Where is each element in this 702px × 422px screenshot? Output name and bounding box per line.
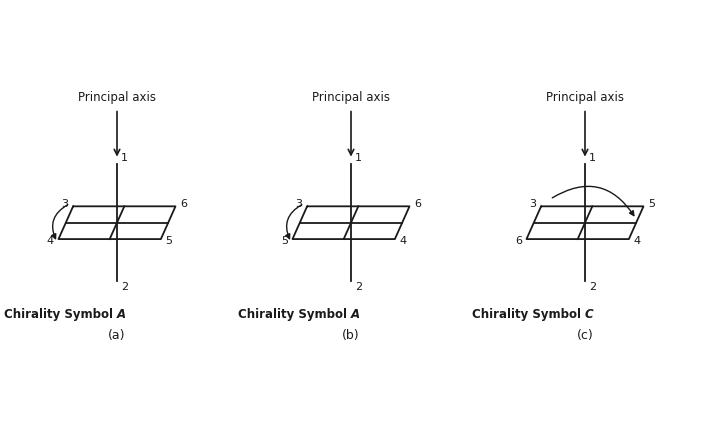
Text: 3: 3 (62, 199, 68, 209)
Text: 5: 5 (166, 236, 173, 246)
Text: 4: 4 (399, 236, 406, 246)
Text: 6: 6 (515, 236, 522, 246)
Text: 4: 4 (633, 236, 641, 246)
Text: (b): (b) (342, 329, 360, 342)
FancyArrowPatch shape (552, 187, 634, 216)
Text: Chirality Symbol: Chirality Symbol (4, 308, 117, 321)
Text: 6: 6 (414, 199, 421, 209)
Text: 2: 2 (121, 282, 128, 292)
Text: 1: 1 (355, 153, 362, 163)
Text: Principal axis: Principal axis (312, 91, 390, 104)
Text: A: A (117, 308, 126, 321)
Text: Principal axis: Principal axis (78, 91, 156, 104)
FancyArrowPatch shape (286, 205, 302, 239)
FancyArrowPatch shape (52, 205, 68, 239)
Text: Chirality Symbol: Chirality Symbol (472, 308, 585, 321)
Text: 1: 1 (121, 153, 128, 163)
Text: Principal axis: Principal axis (546, 91, 624, 104)
Text: 6: 6 (180, 199, 187, 209)
Text: 1: 1 (589, 153, 596, 163)
Text: Chirality Symbol: Chirality Symbol (238, 308, 351, 321)
Text: (c): (c) (576, 329, 593, 342)
Text: (a): (a) (108, 329, 126, 342)
Text: 3: 3 (296, 199, 303, 209)
Text: 3: 3 (529, 199, 536, 209)
Text: C: C (585, 308, 594, 321)
Text: 2: 2 (355, 282, 362, 292)
Text: 4: 4 (47, 236, 54, 246)
Text: A: A (351, 308, 360, 321)
Text: 2: 2 (589, 282, 596, 292)
Text: 5: 5 (281, 236, 288, 246)
Text: 5: 5 (648, 199, 655, 209)
